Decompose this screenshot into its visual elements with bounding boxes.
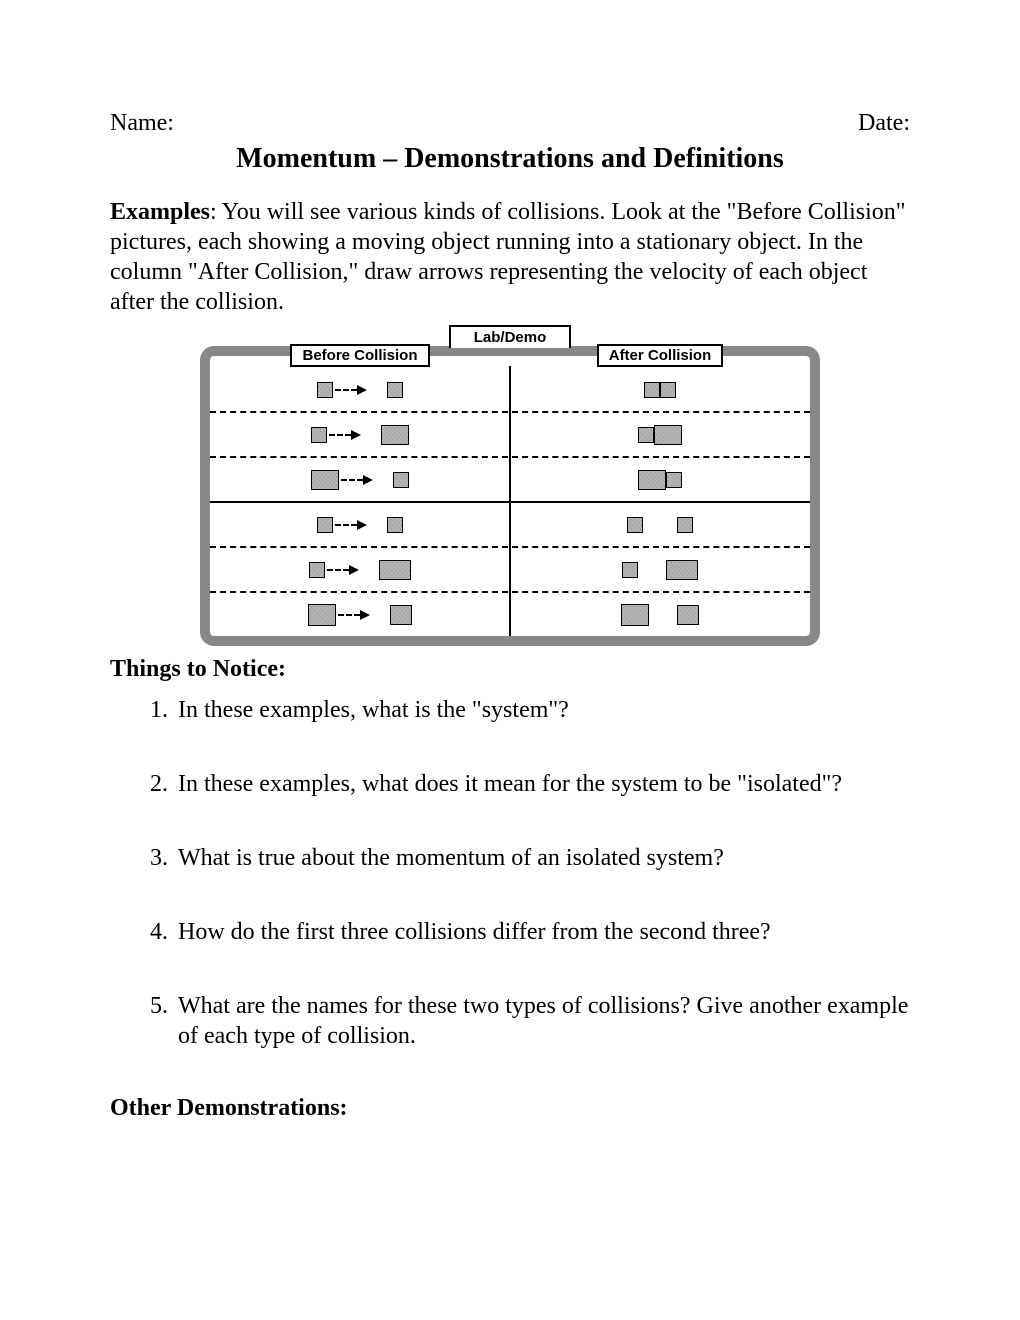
collision-box xyxy=(622,562,638,578)
collision-box xyxy=(393,472,409,488)
before-cell xyxy=(210,470,510,490)
collision-diagram: Lab/Demo Before Collision After Collisio… xyxy=(200,325,820,646)
after-cell xyxy=(510,517,810,533)
after-cell xyxy=(510,560,810,580)
velocity-arrow-icon xyxy=(329,430,361,440)
collision-box xyxy=(387,382,403,398)
collision-box xyxy=(666,560,698,580)
after-cell xyxy=(510,382,810,398)
diagram-panel: Before Collision After Collision xyxy=(200,346,820,646)
collision-box xyxy=(311,427,327,443)
collision-box xyxy=(381,425,409,445)
other-demos-heading: Other Demonstrations: xyxy=(110,1095,910,1122)
notice-heading: Things to Notice: xyxy=(110,656,910,683)
after-cell xyxy=(510,604,810,626)
worksheet-page: Name: Date: Momentum – Demonstrations an… xyxy=(0,0,1020,1162)
diagram-tab: Lab/Demo xyxy=(449,325,571,348)
diagram-row xyxy=(210,503,810,548)
before-cell xyxy=(210,604,510,626)
diagram-row xyxy=(210,458,810,503)
before-cell xyxy=(210,425,510,445)
date-label: Date: xyxy=(858,110,910,137)
examples-paragraph: Examples: You will see various kinds of … xyxy=(110,197,910,317)
collision-box xyxy=(379,560,411,580)
velocity-arrow-icon xyxy=(327,565,359,575)
after-cell xyxy=(510,470,810,490)
collision-box xyxy=(309,562,325,578)
question-item: What is true about the momentum of an is… xyxy=(174,843,910,873)
examples-label: Examples xyxy=(110,199,210,225)
question-item: What are the names for these two types o… xyxy=(174,991,910,1051)
velocity-arrow-icon xyxy=(341,475,373,485)
collision-box xyxy=(677,517,693,533)
collision-box xyxy=(311,470,339,490)
diagram-row xyxy=(210,413,810,458)
collision-box xyxy=(677,605,699,625)
question-list: In these examples, what is the "system"?… xyxy=(110,695,910,1051)
collision-box xyxy=(638,470,666,490)
question-item: In these examples, what does it mean for… xyxy=(174,769,910,799)
before-cell xyxy=(210,517,510,533)
collision-box xyxy=(621,604,649,626)
collision-box xyxy=(666,472,682,488)
examples-text: : You will see various kinds of collisio… xyxy=(110,199,906,315)
collision-box xyxy=(317,382,333,398)
diagram-rows xyxy=(210,356,810,636)
page-title: Momentum – Demonstrations and Definition… xyxy=(110,143,910,175)
collision-box xyxy=(387,517,403,533)
before-cell xyxy=(210,560,510,580)
after-cell xyxy=(510,425,810,445)
before-cell xyxy=(210,382,510,398)
collision-box xyxy=(308,604,336,626)
diagram-row xyxy=(210,368,810,413)
collision-box xyxy=(638,427,654,443)
collision-box xyxy=(317,517,333,533)
diagram-row xyxy=(210,593,810,636)
name-label: Name: xyxy=(110,110,174,137)
collision-box xyxy=(654,425,682,445)
name-date-row: Name: Date: xyxy=(110,110,910,137)
collision-box xyxy=(660,382,676,398)
collision-box xyxy=(644,382,660,398)
diagram-row xyxy=(210,548,810,593)
collision-box xyxy=(390,605,412,625)
velocity-arrow-icon xyxy=(338,610,370,620)
velocity-arrow-icon xyxy=(335,385,367,395)
question-item: In these examples, what is the "system"? xyxy=(174,695,910,725)
collision-box xyxy=(627,517,643,533)
question-item: How do the first three collisions differ… xyxy=(174,917,910,947)
velocity-arrow-icon xyxy=(335,520,367,530)
